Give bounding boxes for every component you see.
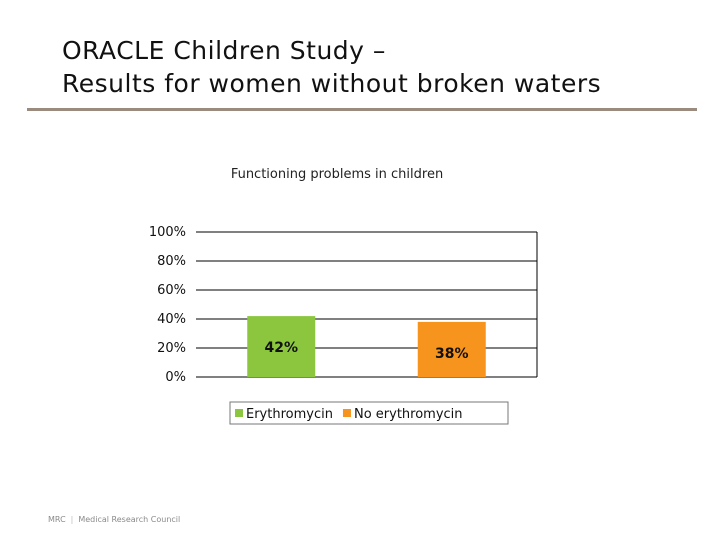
footer-logo: MRC | Medical Research Council xyxy=(48,515,181,524)
title-divider xyxy=(27,108,697,111)
legend-label: No erythromycin xyxy=(354,407,463,422)
bar-data-label: 38% xyxy=(435,346,469,362)
legend: Erythromycin No erythromycin xyxy=(229,401,509,425)
slide-title-line-1: ORACLE Children Study – xyxy=(62,36,386,65)
y-tick-label: 80% xyxy=(157,254,186,269)
legend-swatch xyxy=(342,409,351,417)
legend-label: Erythromycin xyxy=(246,407,333,422)
y-tick-label: 60% xyxy=(157,283,186,298)
slide-title-line-2: Results for women without broken waters xyxy=(62,69,602,98)
footer-org-name: Medical Research Council xyxy=(78,515,181,524)
y-tick-label: 100% xyxy=(149,225,186,240)
legend-box xyxy=(229,401,509,425)
bar-data-label: 42% xyxy=(264,340,298,356)
y-tick-label: 0% xyxy=(165,370,186,385)
y-axis-ticks: 0% 20% 40% 60% 80% 100% xyxy=(149,225,186,385)
legend-swatch xyxy=(235,409,243,417)
y-tick-label: 40% xyxy=(157,312,186,327)
slide-title: ORACLE Children Study – Results for wome… xyxy=(62,34,601,100)
bar-erythromycin xyxy=(247,316,316,377)
footer-org-abbrev: MRC xyxy=(48,515,66,524)
bar-no-erythromycin xyxy=(417,321,486,377)
gridlines xyxy=(196,231,538,378)
bars: 42% 38% xyxy=(247,316,486,377)
chart-title: Functioning problems in children xyxy=(231,167,443,182)
y-tick-label: 20% xyxy=(157,341,186,356)
